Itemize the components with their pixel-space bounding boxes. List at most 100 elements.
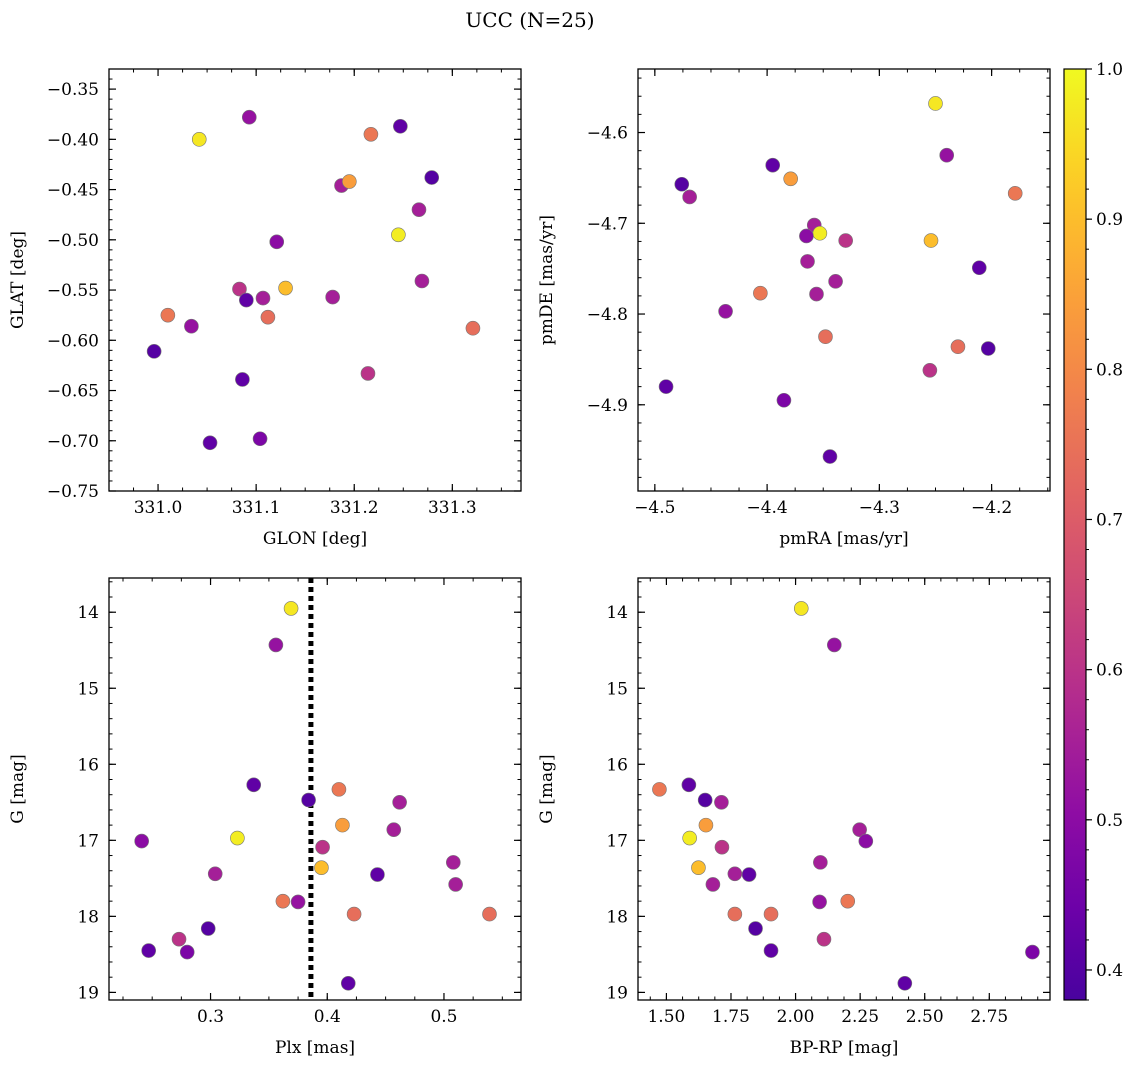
data-point (681, 777, 697, 793)
data-point (897, 975, 913, 991)
data-point (741, 867, 757, 882)
y-tick-label: 19 (606, 983, 628, 1003)
y-tick-label: 17 (606, 831, 628, 851)
data-point (682, 189, 697, 205)
y-tick-label: 19 (77, 983, 99, 1003)
y-axis-label: pmDE [mas/yr] (537, 215, 557, 345)
x-tick-label: 0.3 (197, 1007, 224, 1027)
x-tick-label: −4.2 (971, 498, 1012, 518)
x-tick-label: 331.3 (428, 498, 477, 518)
data-point (260, 309, 276, 325)
panel-bprp-g: 1.50 1.75 2.00 2.25 2.50 2.75 14 15 16 17 18 19 BP-R… (537, 577, 1051, 1058)
data-point (765, 157, 781, 173)
y-tick-label: 16 (606, 755, 628, 775)
y-tick-label: −0.75 (47, 482, 99, 502)
data-point (179, 944, 195, 960)
data-point (360, 366, 376, 381)
data-point (652, 782, 667, 797)
data-point (980, 341, 996, 356)
y-tick-label: 14 (77, 603, 99, 623)
data-point (386, 822, 402, 837)
data-point (232, 281, 247, 297)
data-point (252, 431, 268, 447)
data-point (246, 777, 262, 793)
data-point (748, 921, 763, 936)
data-point (171, 931, 187, 947)
data-point (325, 289, 340, 305)
data-point (682, 830, 697, 846)
data-point (822, 449, 838, 464)
y-tick-label: 15 (77, 679, 99, 699)
colorbar-tick-label: 0.5 (1096, 811, 1123, 831)
data-point (370, 867, 385, 882)
y-tick-label: 17 (77, 831, 99, 851)
y-tick-label: −4.7 (587, 214, 628, 234)
data-point (727, 866, 743, 882)
data-point (331, 782, 347, 797)
x-tick-label: −4.3 (859, 498, 900, 518)
data-point (827, 637, 842, 653)
data-point (146, 344, 162, 359)
data-point (391, 227, 406, 243)
panel-pmra-pmde: −4.5 −4.4 −4.3 −4.2 −4.9 −4.8 −4.7 −4.6 pmRA [ma… (537, 68, 1051, 549)
data-point (1007, 186, 1023, 201)
data-point (809, 286, 824, 302)
data-point (482, 906, 497, 922)
y-tick-label: −0.35 (47, 80, 99, 100)
data-point (392, 795, 407, 810)
panel-plx-g: 0.3 0.4 0.5 14 15 16 17 18 19 Plx [mas] G [mag] (8, 577, 522, 1058)
data-point (971, 260, 987, 276)
y-tick-label: 18 (77, 907, 99, 927)
data-point (191, 132, 207, 147)
data-point (414, 273, 430, 289)
x-tick-label: 0.4 (314, 1007, 341, 1027)
data-point (239, 292, 254, 308)
y-tick-label: −0.50 (47, 231, 99, 251)
colorbar: 0.4 0.5 0.6 0.7 0.8 0.9 1.0 (1063, 60, 1123, 1001)
data-point (230, 830, 245, 846)
data-point (763, 943, 779, 958)
data-point (838, 233, 853, 248)
data-point (411, 202, 427, 217)
data-point (393, 118, 408, 134)
plot-frame (108, 68, 522, 492)
colorbar-tick-label: 0.4 (1096, 961, 1123, 981)
x-tick-label: 2.00 (777, 1007, 815, 1027)
panel-glon-glat: 331.0 331.1 331.2 331.3 −0.75 −0.70 −0.65 −0.60… (8, 68, 522, 549)
data-point (1025, 944, 1040, 960)
data-point (275, 893, 291, 909)
data-point (698, 817, 714, 833)
data-point (446, 855, 461, 870)
data-point (314, 860, 329, 875)
x-axis-label: GLON [deg] (263, 529, 367, 549)
x-tick-label: 2.75 (970, 1007, 1008, 1027)
data-point (315, 839, 330, 855)
x-axis-label: pmRA [mas/yr] (779, 529, 908, 549)
y-tick-label: 15 (606, 679, 628, 699)
data-point (697, 792, 713, 808)
x-tick-label: −4.4 (746, 498, 787, 518)
data-point (718, 304, 733, 319)
colorbar-tick-label: 0.8 (1096, 360, 1123, 380)
data-point (290, 894, 306, 910)
data-point (812, 225, 828, 241)
data-point (753, 285, 768, 301)
data-point (342, 174, 357, 189)
data-point (283, 601, 299, 616)
x-tick-label: −4.5 (634, 498, 675, 518)
colorbar-tick-label: 0.9 (1096, 210, 1123, 230)
data-point (813, 855, 828, 870)
data-point (793, 601, 809, 616)
data-point (799, 228, 814, 244)
x-tick-label: 331.0 (134, 498, 183, 518)
x-tick-label: 1.50 (647, 1007, 685, 1027)
x-tick-label: 0.5 (430, 1007, 457, 1027)
data-point (278, 280, 293, 296)
data-point (950, 339, 966, 355)
data-point (858, 833, 874, 849)
data-point (800, 254, 815, 269)
data-point (235, 372, 250, 387)
y-tick-label: 16 (77, 755, 99, 775)
x-axis-label: BP-RP [mag] (790, 1038, 899, 1058)
